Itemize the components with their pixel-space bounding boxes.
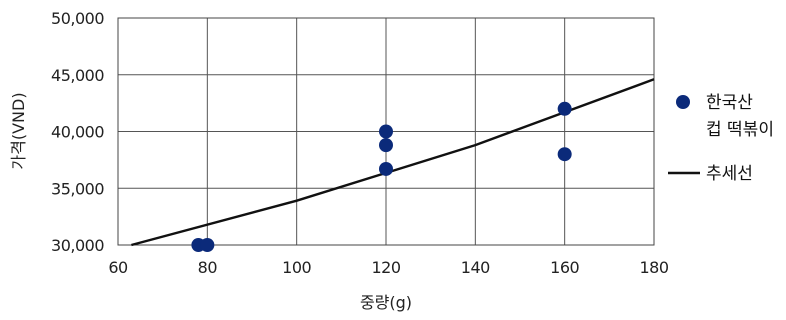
trend-line bbox=[131, 78, 655, 247]
data-point bbox=[379, 138, 393, 153]
y-axis-ticks: 30,000 35,000 40,000 45,000 50,000 bbox=[51, 9, 105, 255]
legend-marker-scatter bbox=[676, 95, 690, 109]
x-tick-label: 120 bbox=[371, 258, 400, 277]
plot-area bbox=[117, 17, 655, 246]
legend-label-scatter: 컵 떡볶이 bbox=[706, 120, 774, 140]
x-tick-label: 80 bbox=[198, 258, 218, 277]
data-point bbox=[379, 161, 393, 176]
data-point bbox=[557, 147, 572, 162]
x-tick-label: 140 bbox=[461, 258, 490, 277]
legend-label-trend: 추세선 bbox=[706, 164, 753, 184]
y-tick-label: 35,000 bbox=[51, 179, 104, 198]
data-point bbox=[200, 238, 215, 252]
y-tick-label: 30,000 bbox=[51, 236, 104, 255]
scatter-series bbox=[191, 101, 572, 252]
x-axis-title: 중량(g) bbox=[360, 293, 412, 312]
y-axis-title: 가격(VND) bbox=[9, 92, 28, 169]
x-tick-label: 60 bbox=[108, 258, 128, 277]
y-tick-label: 40,000 bbox=[51, 123, 104, 142]
data-point bbox=[379, 124, 393, 139]
x-tick-label: 180 bbox=[639, 258, 668, 277]
x-tick-label: 100 bbox=[282, 258, 311, 277]
legend-label-scatter: 한국산 bbox=[706, 93, 753, 113]
y-tick-label: 50,000 bbox=[51, 9, 104, 28]
data-point bbox=[557, 101, 572, 116]
y-tick-label: 45,000 bbox=[51, 66, 104, 85]
x-tick-label: 160 bbox=[550, 258, 579, 277]
trend-line-series bbox=[131, 78, 655, 247]
x-axis-ticks: 60 80 100 120 140 160 180 bbox=[108, 258, 669, 277]
plot-border bbox=[117, 17, 655, 246]
